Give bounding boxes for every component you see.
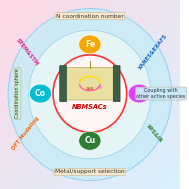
Text: N coordination number: N coordination number xyxy=(56,14,124,19)
Ellipse shape xyxy=(128,84,150,103)
Text: Cu: Cu xyxy=(84,136,95,145)
FancyBboxPatch shape xyxy=(64,67,116,100)
Text: Coordination sphere: Coordination sphere xyxy=(15,69,20,119)
Text: XANES&EXAFS: XANES&EXAFS xyxy=(138,33,169,71)
Text: NBMSACs: NBMSACs xyxy=(72,104,108,110)
Circle shape xyxy=(53,55,127,132)
Text: Co: Co xyxy=(35,89,46,98)
Circle shape xyxy=(29,30,151,159)
Ellipse shape xyxy=(79,35,101,54)
Text: Coupling with
other active species: Coupling with other active species xyxy=(136,88,186,99)
Text: Ni: Ni xyxy=(135,89,144,98)
Text: DFT Modeling: DFT Modeling xyxy=(12,116,41,151)
Circle shape xyxy=(8,9,172,180)
FancyBboxPatch shape xyxy=(60,66,67,102)
Text: Fe: Fe xyxy=(85,40,95,49)
Ellipse shape xyxy=(79,131,101,150)
Text: ZAB: ZAB xyxy=(86,87,94,91)
Text: Metal/support selection: Metal/support selection xyxy=(55,170,125,174)
FancyBboxPatch shape xyxy=(113,66,120,102)
Text: STEM&STM: STEM&STM xyxy=(14,37,39,67)
Ellipse shape xyxy=(29,84,52,103)
Text: XPS&IR: XPS&IR xyxy=(146,123,164,143)
